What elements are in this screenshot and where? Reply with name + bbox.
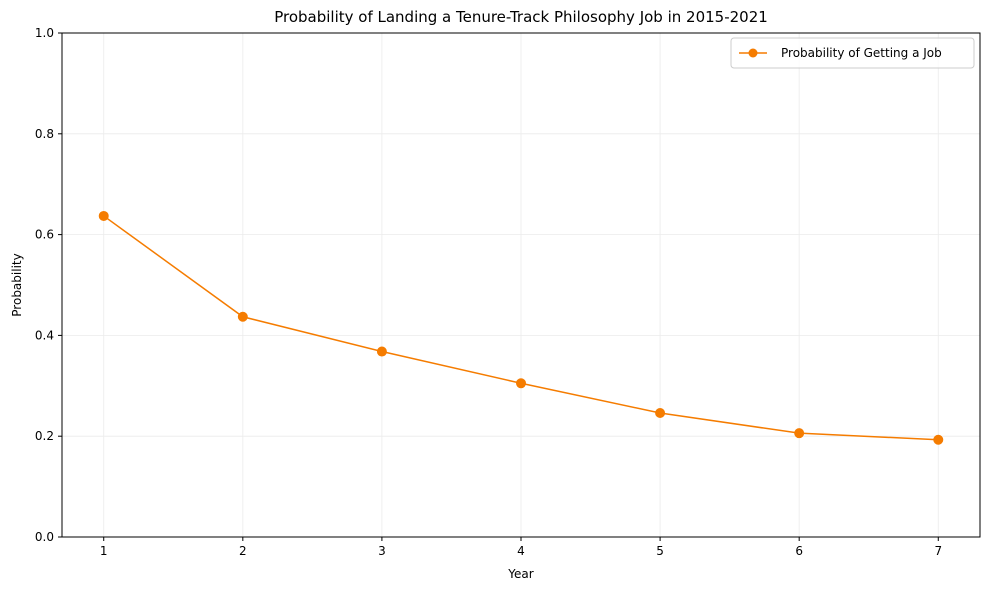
x-axis: 1 2 3 4 5 6 7: [100, 537, 942, 558]
y-tick-label: 0.8: [35, 127, 54, 141]
x-tick-label: 1: [100, 544, 108, 558]
legend-box: [730, 37, 975, 69]
y-tick-label: 0.0: [35, 530, 54, 544]
data-point: [655, 408, 666, 419]
chart-title: Probability of Landing a Tenure-Track Ph…: [274, 8, 768, 26]
x-axis-label: Year: [507, 567, 533, 581]
data-point: [516, 378, 526, 389]
data-point: [237, 311, 248, 322]
y-axis-label: Probability: [10, 253, 24, 316]
x-tick-label: 5: [656, 544, 664, 558]
series-layer: [98, 210, 944, 445]
x-tick-label: 6: [795, 544, 803, 558]
x-tick-label: 2: [239, 544, 247, 558]
data-point: [794, 428, 805, 439]
y-tick-label: 1.0: [35, 26, 54, 40]
x-tick-label: 3: [378, 544, 386, 558]
data-point: [98, 210, 109, 221]
data-point: [933, 434, 944, 445]
y-axis: 0.0 0.2 0.4 0.6 0.8 1.0: [35, 26, 62, 544]
data-point: [376, 346, 387, 357]
legend: Probability of Getting a Job: [730, 37, 975, 69]
y-tick-label: 0.2: [35, 429, 54, 443]
y-tick-label: 0.6: [35, 228, 54, 242]
legend-label: Probability of Getting a Job: [781, 46, 942, 60]
x-tick-label: 7: [934, 544, 942, 558]
y-tick-label: 0.4: [35, 328, 54, 342]
legend-marker-swatch: [748, 48, 758, 58]
x-tick-label: 4: [517, 544, 525, 558]
